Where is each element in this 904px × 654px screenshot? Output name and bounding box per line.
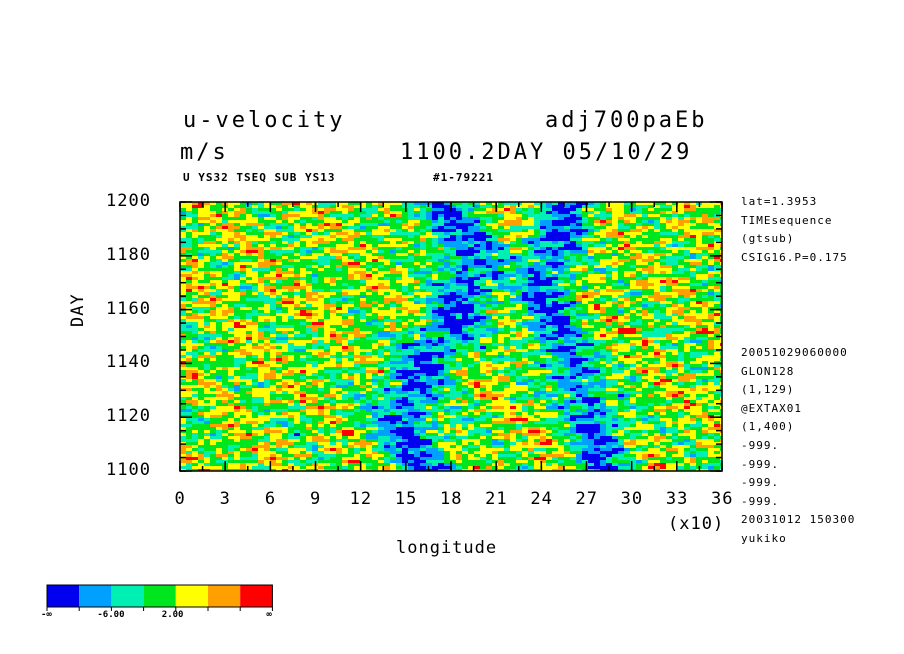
colorbar-label: ∞ <box>266 610 272 620</box>
experiment-name: adj700paEb <box>545 108 708 133</box>
colorbar-label: -6.00 <box>97 610 125 620</box>
x-multiplier-label: (x10) <box>668 514 725 534</box>
y-tick-label: 1120 <box>106 406 151 427</box>
x-tick-label: 3 <box>219 489 231 509</box>
x-tick-label: 6 <box>264 489 277 509</box>
side-info-top: lat=1.3953 TIMEsequence (gtsub) CSIG16.P… <box>741 193 848 267</box>
x-tick-label: 27 <box>575 489 598 509</box>
y-tick-label: 1160 <box>106 298 151 319</box>
units-label: m/s <box>180 140 229 165</box>
x-tick-label: 15 <box>394 489 418 509</box>
side-info-line: GLON128 <box>741 364 795 378</box>
side-info-line: -999. <box>741 476 780 490</box>
side-info-line: lat=1.3953 <box>741 195 818 208</box>
y-tick-label: 1200 <box>106 191 151 211</box>
colorbar-label: 2.00 <box>161 610 184 620</box>
y-tick-label: 1180 <box>106 244 151 265</box>
x-tick-label: 9 <box>310 489 322 509</box>
colorbar <box>46 584 273 611</box>
x-tick-label: 24 <box>530 489 553 509</box>
side-info-line: (gtsub) <box>741 232 795 246</box>
colorbar-swatch <box>47 585 80 607</box>
chart-title: u-velocity <box>183 108 346 133</box>
time-stamp: 1100.2DAY 05/10/29 <box>400 140 693 165</box>
x-tick-label: 18 <box>440 489 463 509</box>
colorbar-label: -∞ <box>41 610 52 620</box>
colorbar-frame <box>46 584 273 608</box>
side-info-line: -999. <box>741 494 780 508</box>
y-axis-label: DAY <box>68 293 88 327</box>
side-info-line: 20051029060000 <box>741 346 848 359</box>
colorbar-swatch <box>79 585 112 607</box>
x-tick-label: 21 <box>485 489 508 509</box>
side-info-line: CSIG16.P=0.175 <box>741 250 848 264</box>
side-info-line: -999. <box>741 438 780 452</box>
side-info-line: yukiko <box>741 531 787 545</box>
x-tick-label: 33 <box>665 489 689 509</box>
x-tick-label: 36 <box>711 489 734 509</box>
x-tick-label: 30 <box>620 489 644 509</box>
colorbar-swatch <box>175 585 208 607</box>
side-info-line: -999. <box>741 457 780 471</box>
side-info-line: 20031012 150300 <box>741 513 856 527</box>
heatmap-field <box>180 202 722 471</box>
subtitle-left: U YS32 TSEQ SUB YS13 <box>183 171 336 184</box>
x-tick-label: 12 <box>349 489 373 509</box>
x-tick-label: 0 <box>174 489 186 509</box>
side-info-line: @EXTAX01 <box>741 401 802 415</box>
colorbar-swatch <box>240 585 273 607</box>
side-info-line: (1,129) <box>741 383 795 397</box>
colorbar-swatch <box>143 585 176 607</box>
axes <box>179 201 723 472</box>
y-tick-label: 1140 <box>106 352 151 373</box>
side-info-line: TIMEsequence <box>741 213 833 227</box>
side-info-bottom: 20051029060000 GLON128 (1,129) @EXTAX01 … <box>741 344 855 549</box>
colorbar-swatch <box>208 585 241 607</box>
x-axis-label: longitude <box>396 538 498 558</box>
y-tick-label: 1100 <box>106 460 151 480</box>
colorbar-swatch <box>111 585 144 607</box>
subtitle-right: #1-79221 <box>433 171 494 184</box>
side-info-line: (1,400) <box>741 420 795 434</box>
